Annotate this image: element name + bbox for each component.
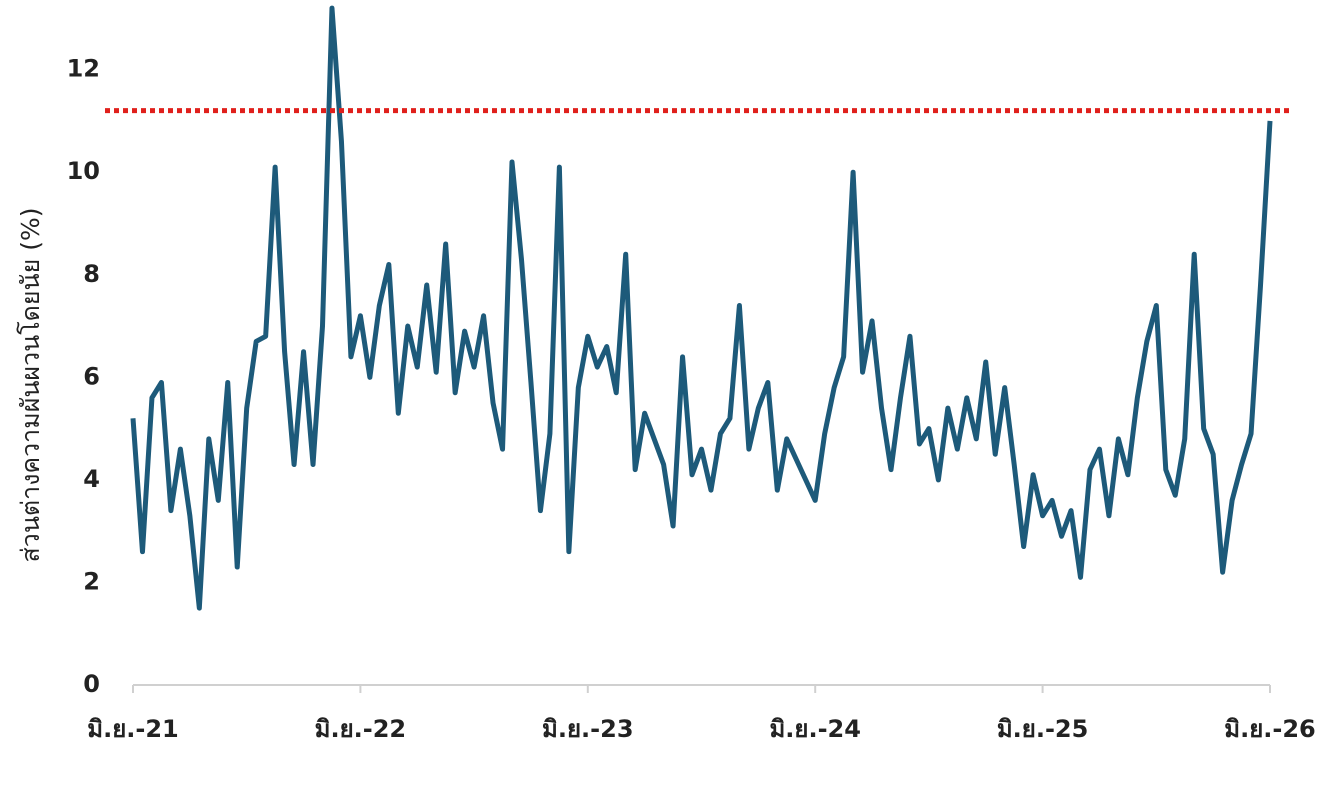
y-tick-label: 8	[83, 260, 100, 288]
x-tick-label: มิ.ย.-24	[769, 715, 860, 743]
y-tick-label: 6	[83, 362, 100, 390]
line-series	[130, 5, 1273, 611]
y-tick-label: 0	[83, 670, 100, 698]
x-tick-label: มิ.ย.-23	[542, 715, 633, 743]
x-tick-label: มิ.ย.-22	[315, 715, 406, 743]
y-tick-label: 10	[67, 157, 100, 185]
x-tick-label: มิ.ย.-26	[1224, 715, 1315, 743]
y-tick-label: 12	[67, 55, 100, 83]
y-tick-label: 2	[83, 567, 100, 595]
x-tick-label: มิ.ย.-21	[87, 715, 178, 743]
y-axis-label: ส่วนต่างความผันผวนโดยนัย (%)	[16, 208, 45, 563]
y-tick-label: 4	[83, 465, 100, 493]
x-tick-label: มิ.ย.-25	[997, 715, 1088, 743]
